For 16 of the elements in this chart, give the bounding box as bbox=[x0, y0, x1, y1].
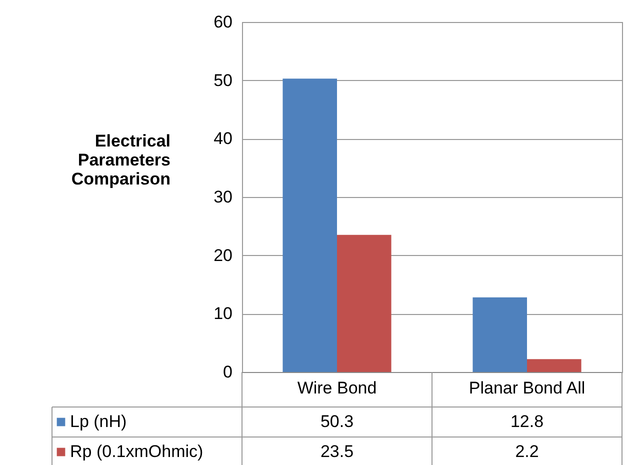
x-tick-label: Planar Bond All bbox=[468, 378, 586, 398]
y-axis-title: Electrical Parameters Comparison bbox=[71, 132, 170, 188]
y-tick-label: 0 bbox=[223, 362, 232, 382]
y-tick-label: 50 bbox=[214, 70, 232, 90]
y-tick-label: 40 bbox=[214, 129, 232, 148]
data-label: 2.2 bbox=[515, 442, 539, 461]
legend-label: Rp (0.1xmOhmic) bbox=[70, 442, 204, 461]
y-tick-label: 10 bbox=[214, 304, 232, 324]
y-tick-label: 60 bbox=[214, 12, 232, 32]
x-tick-label: Wire Bond bbox=[297, 378, 377, 398]
data-label: 23.5 bbox=[320, 442, 354, 461]
y-tick-label: 20 bbox=[214, 246, 232, 265]
y-tick-label: 30 bbox=[214, 188, 232, 206]
data-label: 12.8 bbox=[510, 412, 544, 431]
legend-label: Lp (nH) bbox=[70, 412, 127, 431]
data-label: 50.3 bbox=[320, 412, 354, 431]
